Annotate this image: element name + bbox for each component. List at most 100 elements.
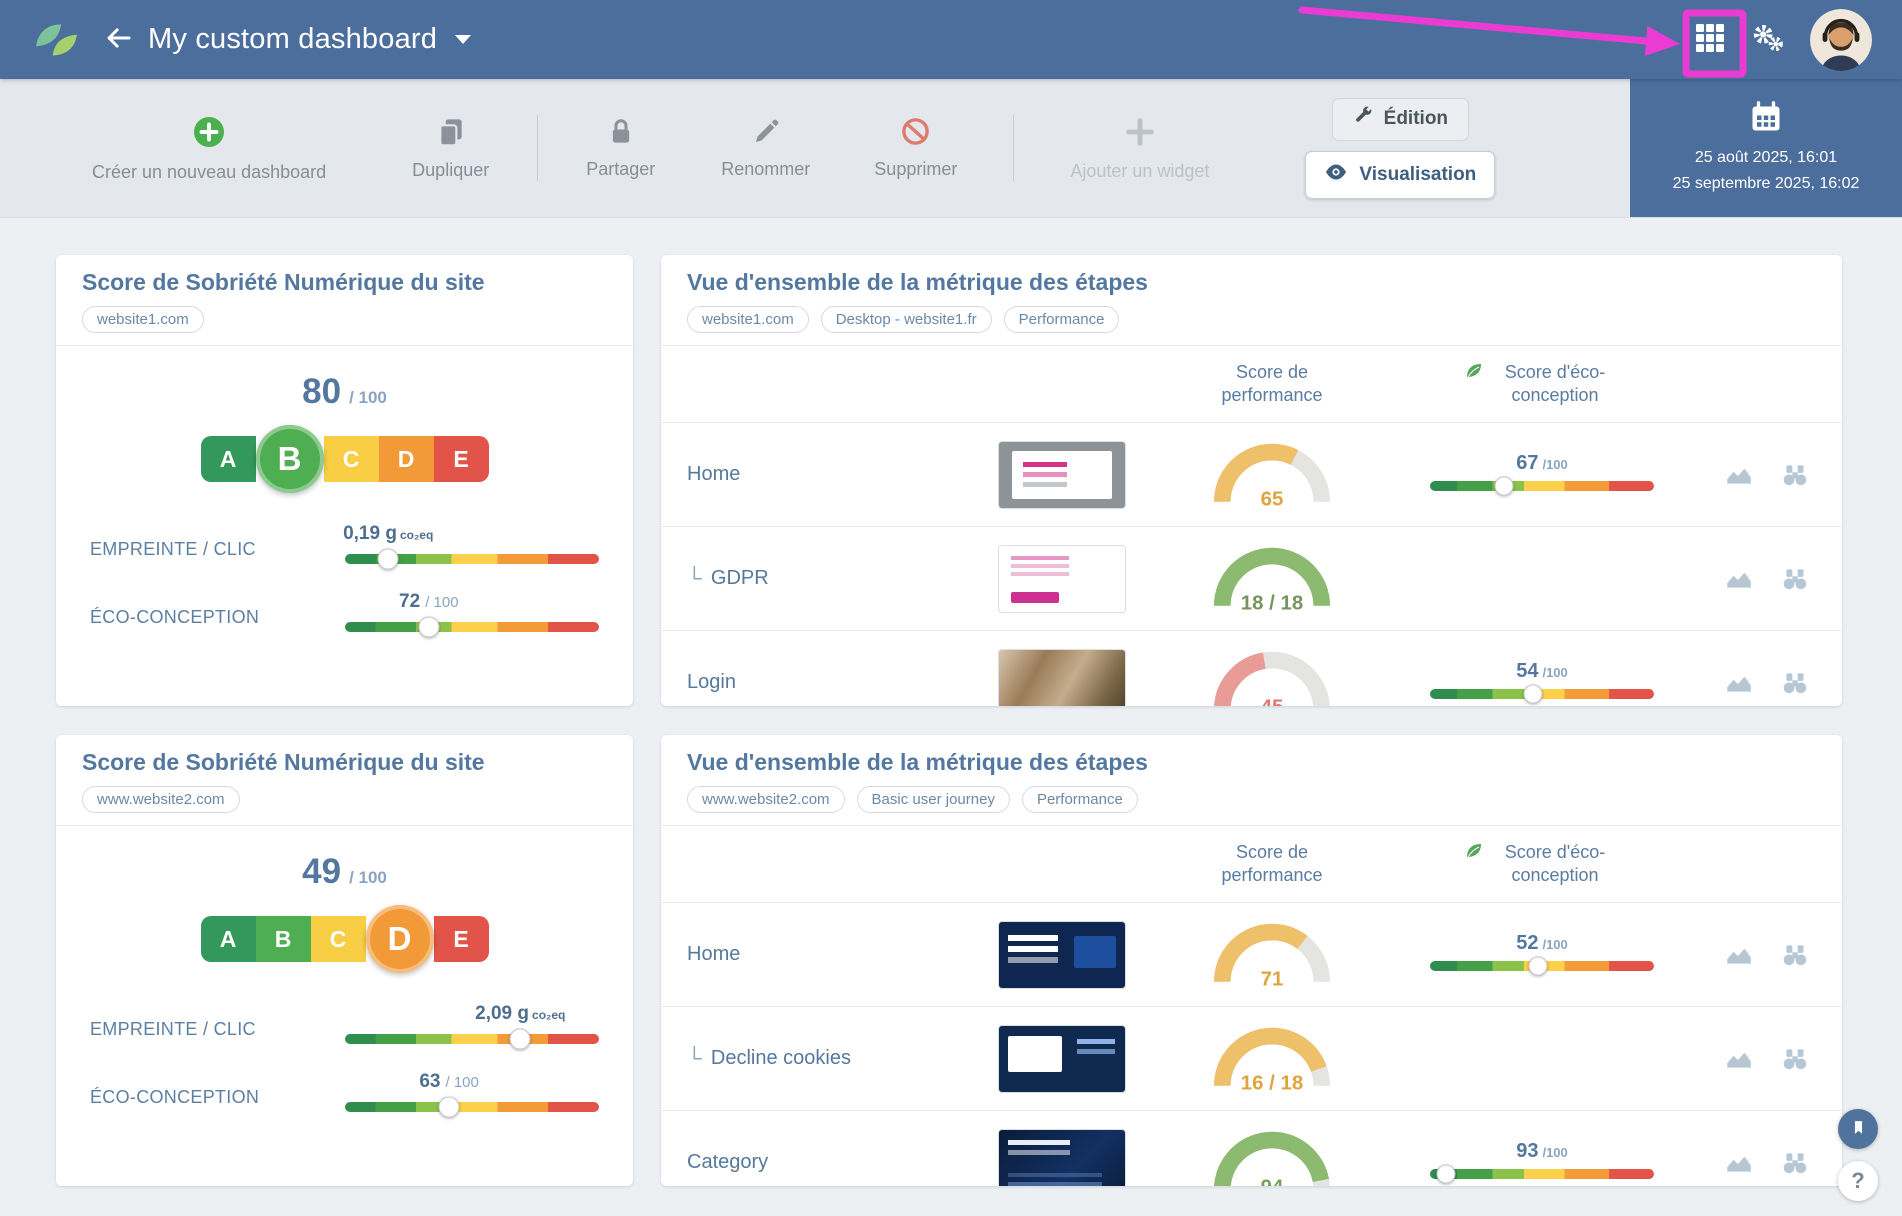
empreinte-slider: 0,19 g co₂eq	[343, 522, 599, 570]
chart-icon[interactable]	[1724, 1046, 1754, 1072]
metric-empreinte-clic: EMPREINTE / CLIC 0,19 g co₂eq	[90, 522, 599, 570]
bookmark-button[interactable]	[1838, 1109, 1878, 1149]
widget-title: Score de Sobriété Numérique du site	[82, 749, 485, 775]
grade-c: C	[310, 916, 366, 962]
edition-button[interactable]: Édition	[1331, 97, 1470, 141]
metric-eco-conception: ÉCO-CONCEPTION 63/ 100	[90, 1070, 599, 1118]
performance-gauge: 94	[1206, 1126, 1338, 1186]
metric-value: 72/ 100	[399, 591, 459, 612]
navbar-left: My custom dashboard	[34, 21, 472, 59]
date-range-picker[interactable]: 25 août 2025, 16:01 25 septembre 2025, 1…	[1630, 79, 1902, 217]
help-button[interactable]: ?	[1838, 1161, 1878, 1201]
visualisation-button[interactable]: Visualisation	[1305, 150, 1496, 199]
binoculars-icon[interactable]	[1780, 1150, 1810, 1176]
substep-indent: └	[687, 566, 702, 590]
slider-knob	[377, 548, 399, 570]
eco-score: 54/100	[1415, 660, 1669, 705]
back-arrow-icon	[104, 23, 134, 56]
grade-b: B	[255, 916, 311, 962]
svg-text:18 / 18: 18 / 18	[1241, 592, 1303, 614]
step-name: Category	[687, 1151, 769, 1173]
app-leaf-logo	[34, 21, 80, 59]
eco-value: 67/100	[1516, 452, 1568, 474]
duplicate-button[interactable]: Dupliquer	[412, 116, 489, 181]
col-eco-conception: Score d'éco-conception	[1452, 841, 1632, 888]
binoculars-icon[interactable]	[1780, 942, 1810, 968]
toolbar-divider	[537, 115, 539, 181]
gradient-scale-bar	[1430, 481, 1654, 491]
rename-button[interactable]: Renommer	[721, 117, 810, 180]
page-thumbnail[interactable]	[998, 440, 1126, 509]
grade-d-selected: D	[365, 905, 434, 973]
tag-row: www.website2.com	[82, 786, 607, 813]
widget-title: Vue d'ensemble de la métrique des étapes	[687, 269, 1148, 295]
chart-icon[interactable]	[1724, 942, 1754, 968]
grade-e: E	[433, 436, 489, 482]
step-row-home: Home 71 52/100	[661, 902, 1842, 1006]
table-header: Score de performance Score d'éco-concept…	[661, 346, 1842, 422]
page-thumbnail[interactable]	[998, 648, 1126, 706]
table-header: Score de performance Score d'éco-concept…	[661, 826, 1842, 902]
col-eco-conception: Score d'éco-conception	[1452, 361, 1632, 408]
eco-conception-slider: 63/ 100	[345, 1070, 599, 1118]
grade-a: A	[200, 436, 256, 482]
step-row-decline-cookies: └ Decline cookies 16 / 18	[661, 1006, 1842, 1110]
widget-steps-overview-site1: Vue d'ensemble de la métrique des étapes…	[661, 255, 1842, 706]
widgets-grid: Score de Sobriété Numérique du site webs…	[0, 218, 1902, 1186]
share-button[interactable]: Partager	[586, 117, 655, 180]
step-row-category: Category 94 93/100	[661, 1110, 1842, 1186]
dashboard-toolbar: Créer un nouveau dashboard Dupliquer Par…	[0, 79, 1902, 218]
chart-icon[interactable]	[1724, 462, 1754, 488]
question-mark: ?	[1851, 1168, 1865, 1193]
chart-icon[interactable]	[1724, 566, 1754, 592]
create-dashboard-button[interactable]: Créer un nouveau dashboard	[92, 114, 326, 183]
navbar-right	[1694, 8, 1872, 71]
site-tag: website1.com	[687, 306, 809, 333]
dashboard-title-dropdown[interactable]: My custom dashboard	[148, 23, 472, 56]
svg-text:45: 45	[1261, 696, 1284, 706]
metric-value: 0,19 g co₂eq	[343, 523, 434, 544]
performance-gauge: 71	[1206, 918, 1338, 992]
widget-title: Vue d'ensemble de la métrique des étapes	[687, 749, 1148, 775]
global-score: 49 / 100	[302, 852, 387, 892]
page-thumbnail[interactable]	[998, 544, 1126, 613]
page-thumbnail[interactable]	[998, 920, 1126, 989]
page-thumbnail[interactable]	[998, 1128, 1126, 1186]
svg-text:71: 71	[1261, 968, 1284, 990]
col-performance: Score de performance	[1221, 841, 1323, 885]
journey-tag: Desktop - website1.fr	[820, 306, 992, 333]
widgets-grid-button[interactable]	[1694, 22, 1726, 57]
binoculars-icon[interactable]	[1780, 566, 1810, 592]
back-button[interactable]	[104, 23, 134, 56]
chart-icon[interactable]	[1724, 1150, 1754, 1176]
score-value: 49	[302, 852, 342, 891]
substep-indent: └	[687, 1046, 702, 1070]
metric-eco-conception: ÉCO-CONCEPTION 72/ 100	[90, 590, 599, 638]
delete-button[interactable]: Supprimer	[874, 116, 957, 180]
gradient-scale-bar	[345, 1034, 599, 1044]
svg-text:16 / 18: 16 / 18	[1241, 1072, 1303, 1094]
step-row-login: Login 45 54/100	[661, 630, 1842, 706]
page-thumbnail[interactable]	[998, 1024, 1126, 1093]
avatar[interactable]	[1810, 8, 1872, 71]
step-name: Home	[687, 463, 741, 485]
slider-knob	[1494, 476, 1514, 496]
binoculars-icon[interactable]	[1780, 670, 1810, 696]
tools-icon	[1353, 106, 1374, 133]
step-name: └ GDPR	[687, 566, 769, 590]
widget-title: Score de Sobriété Numérique du site	[82, 269, 485, 295]
settings-gears-button[interactable]	[1750, 22, 1786, 57]
date-range-end: 25 septembre 2025, 16:02	[1672, 175, 1860, 193]
pencil-icon	[751, 117, 781, 150]
chart-icon[interactable]	[1724, 670, 1754, 696]
toolbar-divider	[1013, 115, 1015, 181]
score-value: 80	[302, 372, 342, 411]
binoculars-icon[interactable]	[1780, 462, 1810, 488]
site-tag: www.website2.com	[82, 786, 240, 813]
metric-value: 2,09 g co₂eq	[475, 1003, 566, 1024]
gradient-scale-bar	[345, 554, 599, 564]
add-widget-button[interactable]: Ajouter un widget	[1070, 115, 1209, 182]
binoculars-icon[interactable]	[1780, 1046, 1810, 1072]
duplicate-icon	[435, 116, 467, 151]
lock-icon	[606, 117, 636, 150]
